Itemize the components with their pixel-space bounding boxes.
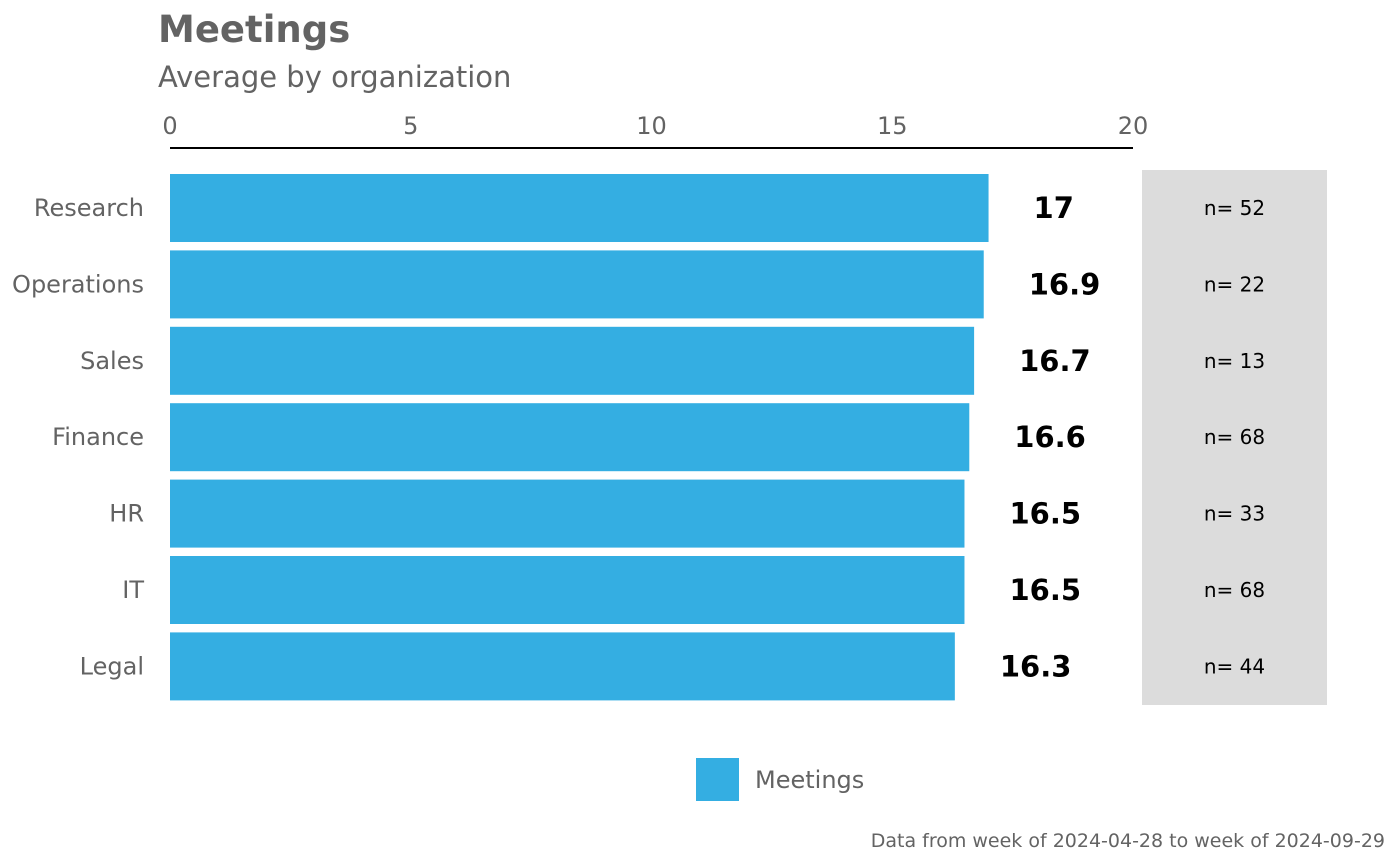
bar (170, 250, 984, 319)
n-label: n= 33 (1204, 502, 1265, 526)
legend: Meetings (696, 758, 864, 801)
value-label: 16.3 (1000, 649, 1072, 683)
bars-group (170, 174, 989, 701)
bar (170, 403, 970, 472)
value-label: 16.9 (1029, 267, 1101, 301)
bar (170, 174, 989, 242)
x-tick-label: 20 (1118, 112, 1149, 140)
n-label: n= 22 (1204, 272, 1265, 296)
category-label: Sales (80, 347, 144, 375)
bar (170, 632, 955, 701)
bar (170, 556, 965, 624)
legend-swatch (696, 758, 739, 801)
category-label: HR (109, 500, 144, 528)
value-label: 16.7 (1019, 344, 1091, 378)
n-labels: n= 52 n= 22 n= 13 n= 68 n= 33 n= 68 n= 44 (1204, 196, 1265, 678)
x-tick-label: 5 (403, 112, 418, 140)
category-label: Research (34, 194, 144, 222)
category-labels: Research Operations Sales Finance HR IT Legal (12, 194, 144, 680)
caption: Data from week of 2024-04-28 to week of … (871, 830, 1385, 852)
n-label: n= 13 (1204, 349, 1265, 373)
category-label: Legal (80, 652, 144, 680)
category-label: IT (122, 576, 144, 604)
value-labels: 17 16.9 16.7 16.6 16.5 16.5 16.3 (1000, 191, 1100, 683)
x-tick-label: 15 (877, 112, 908, 140)
value-label: 16.5 (1009, 573, 1081, 607)
x-tick-label: 0 (162, 112, 177, 140)
n-label: n= 68 (1204, 578, 1265, 602)
n-panel (1142, 170, 1327, 705)
bar (170, 479, 965, 548)
value-label: 16.6 (1014, 420, 1086, 454)
value-label: 17 (1034, 191, 1074, 225)
n-label: n= 52 (1204, 196, 1265, 220)
category-label: Finance (52, 423, 144, 451)
x-tick-label: 10 (636, 112, 667, 140)
value-label: 16.5 (1009, 497, 1081, 531)
bar (170, 326, 975, 395)
legend-label: Meetings (755, 766, 864, 794)
x-axis: 0 5 10 15 20 (162, 112, 1149, 149)
n-label: n= 44 (1204, 654, 1265, 678)
chart-subtitle: Average by organization (158, 60, 511, 94)
category-label: Operations (12, 270, 144, 298)
chart-title: Meetings (158, 8, 350, 51)
n-label: n= 68 (1204, 425, 1265, 449)
